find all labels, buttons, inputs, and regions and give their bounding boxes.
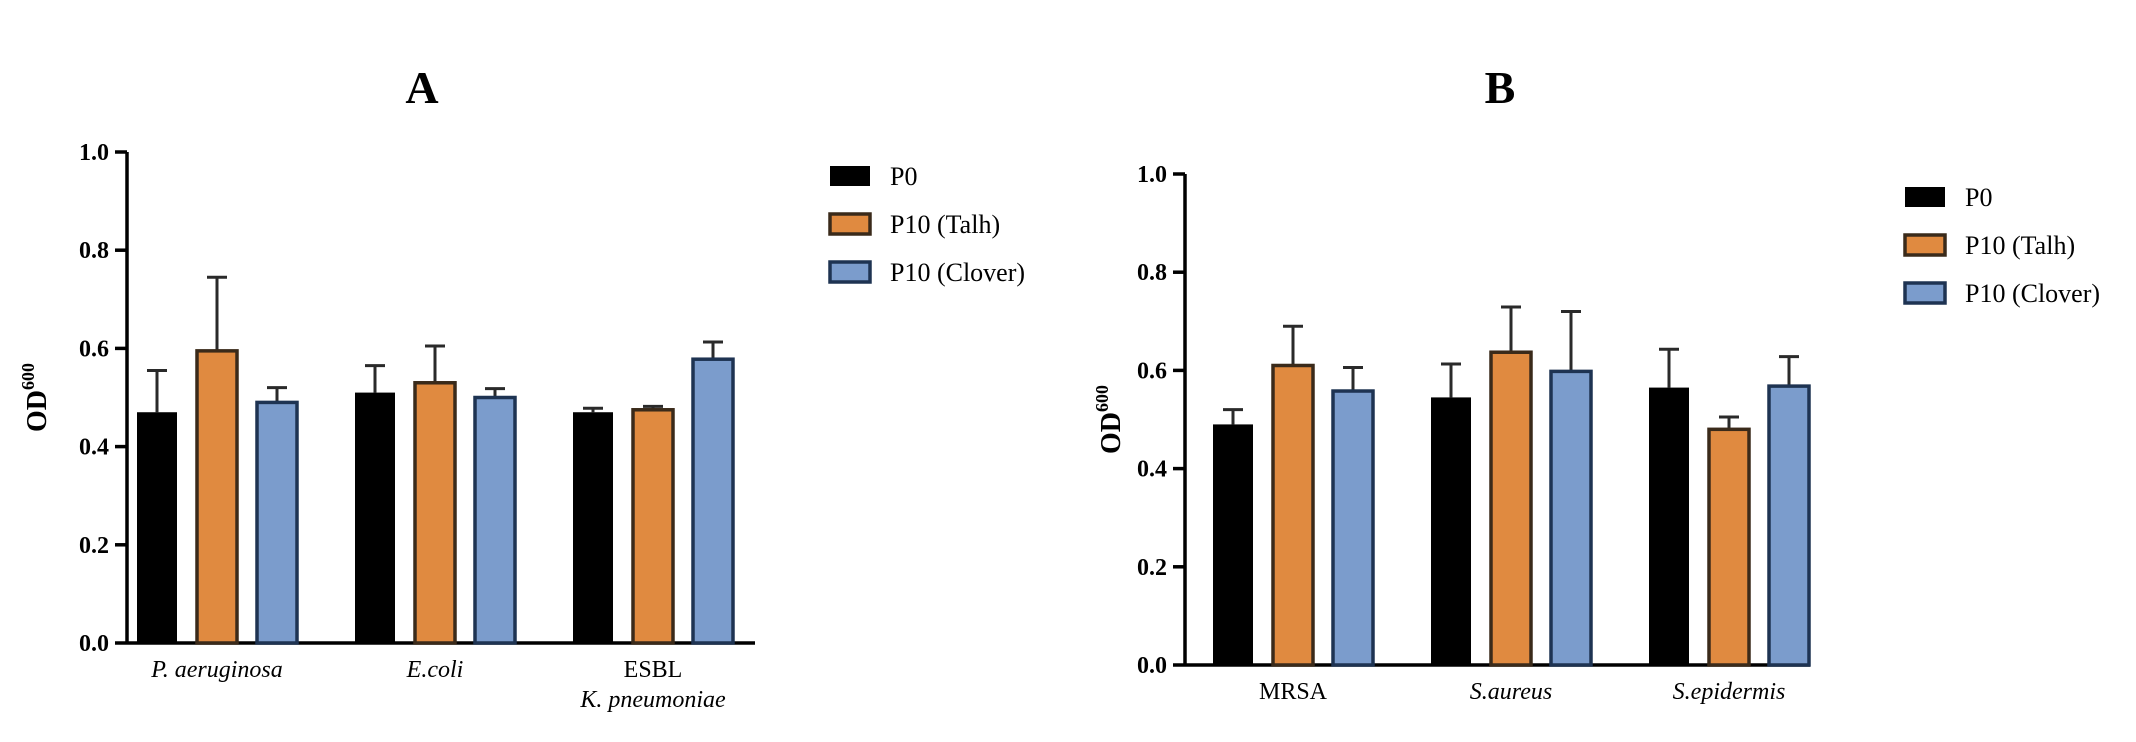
- legend-swatch: [828, 260, 872, 284]
- y-axis-label-main: OD: [1096, 412, 1127, 454]
- legend-swatch: [1905, 187, 1945, 207]
- bar: [355, 392, 395, 643]
- legend-swatch: [1903, 233, 1947, 257]
- bar: [1767, 384, 1811, 667]
- bar: [573, 412, 613, 643]
- y-tick-label: 0.0: [79, 631, 109, 657]
- y-axis-label-main: OD: [22, 390, 53, 432]
- legend-swatch: [828, 212, 872, 236]
- y-tick-label: 0.8: [79, 238, 109, 264]
- bar: [1271, 363, 1315, 667]
- bar: [1649, 387, 1689, 665]
- y-tick-label: 0.6: [79, 336, 109, 362]
- legend-label: P0: [890, 162, 917, 191]
- bar: [1331, 389, 1375, 667]
- x-category-label: S.aureus: [1470, 679, 1552, 705]
- x-category-label: E.coli: [406, 657, 464, 683]
- y-axis-label: OD600: [1092, 385, 1127, 454]
- y-axis-label-superscript: 600: [18, 363, 38, 390]
- legend-label: P0: [1965, 183, 1992, 212]
- chart-panel-b: B 0.0 0.2 0.4 0.6 0.8 1.0 OD600 MRSA S.aureus S.ep…: [1092, 62, 2100, 705]
- y-tick-label: 0.2: [1137, 555, 1167, 581]
- bar: [1549, 369, 1593, 667]
- legend-swatch: [830, 166, 870, 186]
- bar: [413, 381, 457, 645]
- bar: [1707, 427, 1751, 667]
- y-tick-label: 0.0: [1137, 653, 1167, 679]
- y-tick-label: 0.4: [79, 435, 109, 461]
- x-category-label: S.epidermis: [1673, 679, 1786, 705]
- y-tick-label: 0.4: [1137, 457, 1167, 483]
- y-axis-label: OD600: [18, 363, 53, 432]
- bar: [691, 357, 735, 645]
- y-axis-label-superscript: 600: [1092, 385, 1112, 412]
- legend-label: P10 (Talh): [890, 210, 1000, 239]
- bar: [631, 408, 675, 645]
- bar: [1489, 350, 1533, 667]
- bar: [255, 400, 299, 645]
- x-category-label: MRSA: [1259, 679, 1328, 705]
- legend-label: P10 (Clover): [1965, 279, 2100, 308]
- legend-swatch: [1903, 281, 1947, 305]
- legend-label: P10 (Talh): [1965, 231, 2075, 260]
- y-tick-label: 0.2: [79, 533, 109, 559]
- legend-label: P10 (Clover): [890, 258, 1025, 287]
- chart-panel-a: A 0.0 0.2 0.4 0.6 0.8 1.0 OD600 P. aeruginosa E.c…: [18, 62, 1025, 713]
- bar: [1431, 397, 1471, 665]
- y-tick-label: 1.0: [79, 140, 109, 166]
- bar: [473, 395, 517, 645]
- y-tick-label: 0.6: [1137, 358, 1167, 384]
- x-category-label: K. pneumoniae: [579, 687, 726, 713]
- y-tick-label: 1.0: [1137, 162, 1167, 188]
- panel-label: A: [405, 62, 438, 113]
- x-category-label: P. aeruginosa: [150, 657, 283, 683]
- bar: [1213, 424, 1253, 665]
- y-tick-label: 0.8: [1137, 260, 1167, 286]
- bar: [195, 349, 239, 645]
- x-category-label: ESBL: [624, 657, 683, 683]
- bar: [137, 412, 177, 643]
- panel-label: B: [1485, 62, 1516, 113]
